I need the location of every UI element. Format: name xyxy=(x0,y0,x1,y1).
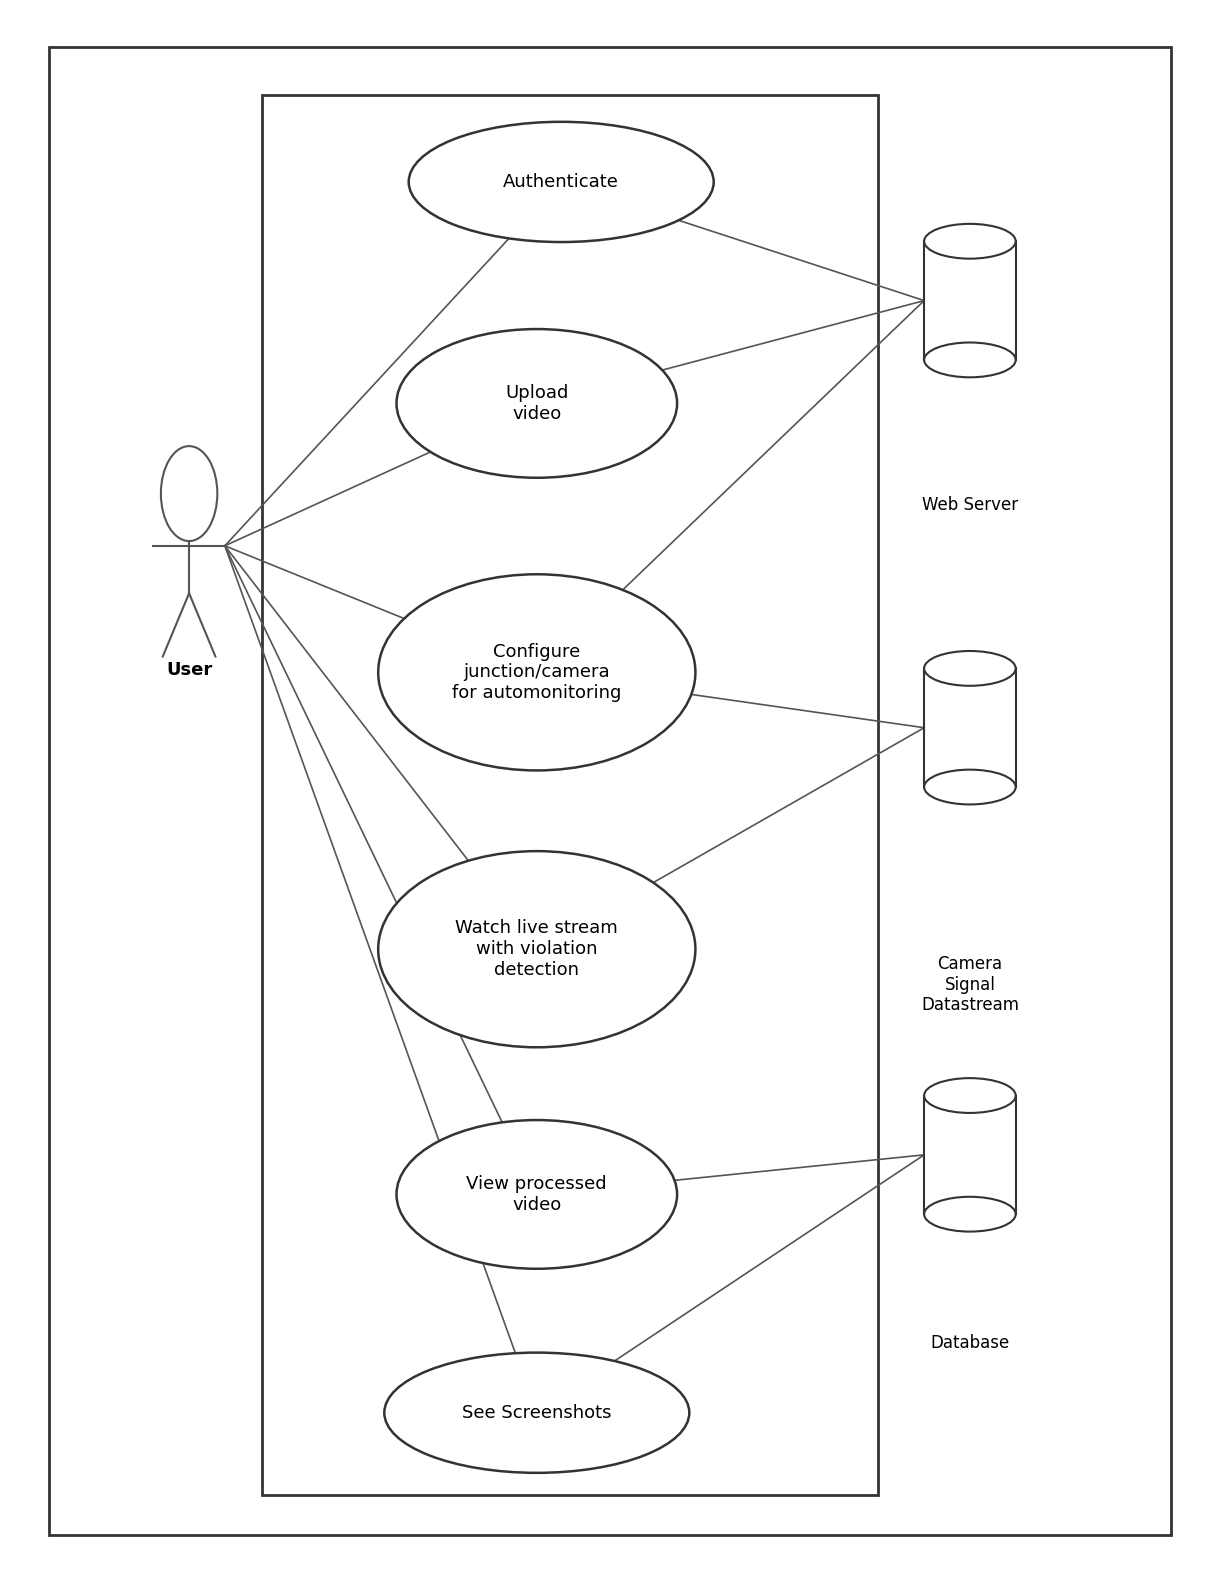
Bar xyxy=(925,668,1016,786)
Ellipse shape xyxy=(409,122,714,242)
Bar xyxy=(262,95,878,1495)
Bar xyxy=(925,1095,1016,1215)
Text: See Screenshots: See Screenshots xyxy=(462,1403,611,1422)
Ellipse shape xyxy=(925,342,1016,377)
Ellipse shape xyxy=(925,1196,1016,1231)
Text: View processed
video: View processed video xyxy=(466,1175,608,1213)
Text: Configure
junction/camera
for automonitoring: Configure junction/camera for automonito… xyxy=(453,642,621,702)
Text: Authenticate: Authenticate xyxy=(504,172,619,191)
Text: Watch live stream
with violation
detection: Watch live stream with violation detecti… xyxy=(455,919,619,979)
Ellipse shape xyxy=(925,769,1016,804)
Ellipse shape xyxy=(925,1079,1016,1114)
Text: Upload
video: Upload video xyxy=(505,384,569,422)
Ellipse shape xyxy=(161,446,217,541)
Bar xyxy=(925,240,1016,359)
Ellipse shape xyxy=(925,223,1016,258)
Ellipse shape xyxy=(378,851,695,1047)
Ellipse shape xyxy=(925,650,1016,687)
Text: User: User xyxy=(166,661,212,679)
Text: Camera
Signal
Datastream: Camera Signal Datastream xyxy=(921,954,1019,1014)
Ellipse shape xyxy=(396,329,677,478)
Ellipse shape xyxy=(396,1120,677,1269)
Ellipse shape xyxy=(378,574,695,770)
Text: Web Server: Web Server xyxy=(922,495,1017,514)
Text: Database: Database xyxy=(931,1335,1009,1353)
Ellipse shape xyxy=(384,1353,689,1473)
